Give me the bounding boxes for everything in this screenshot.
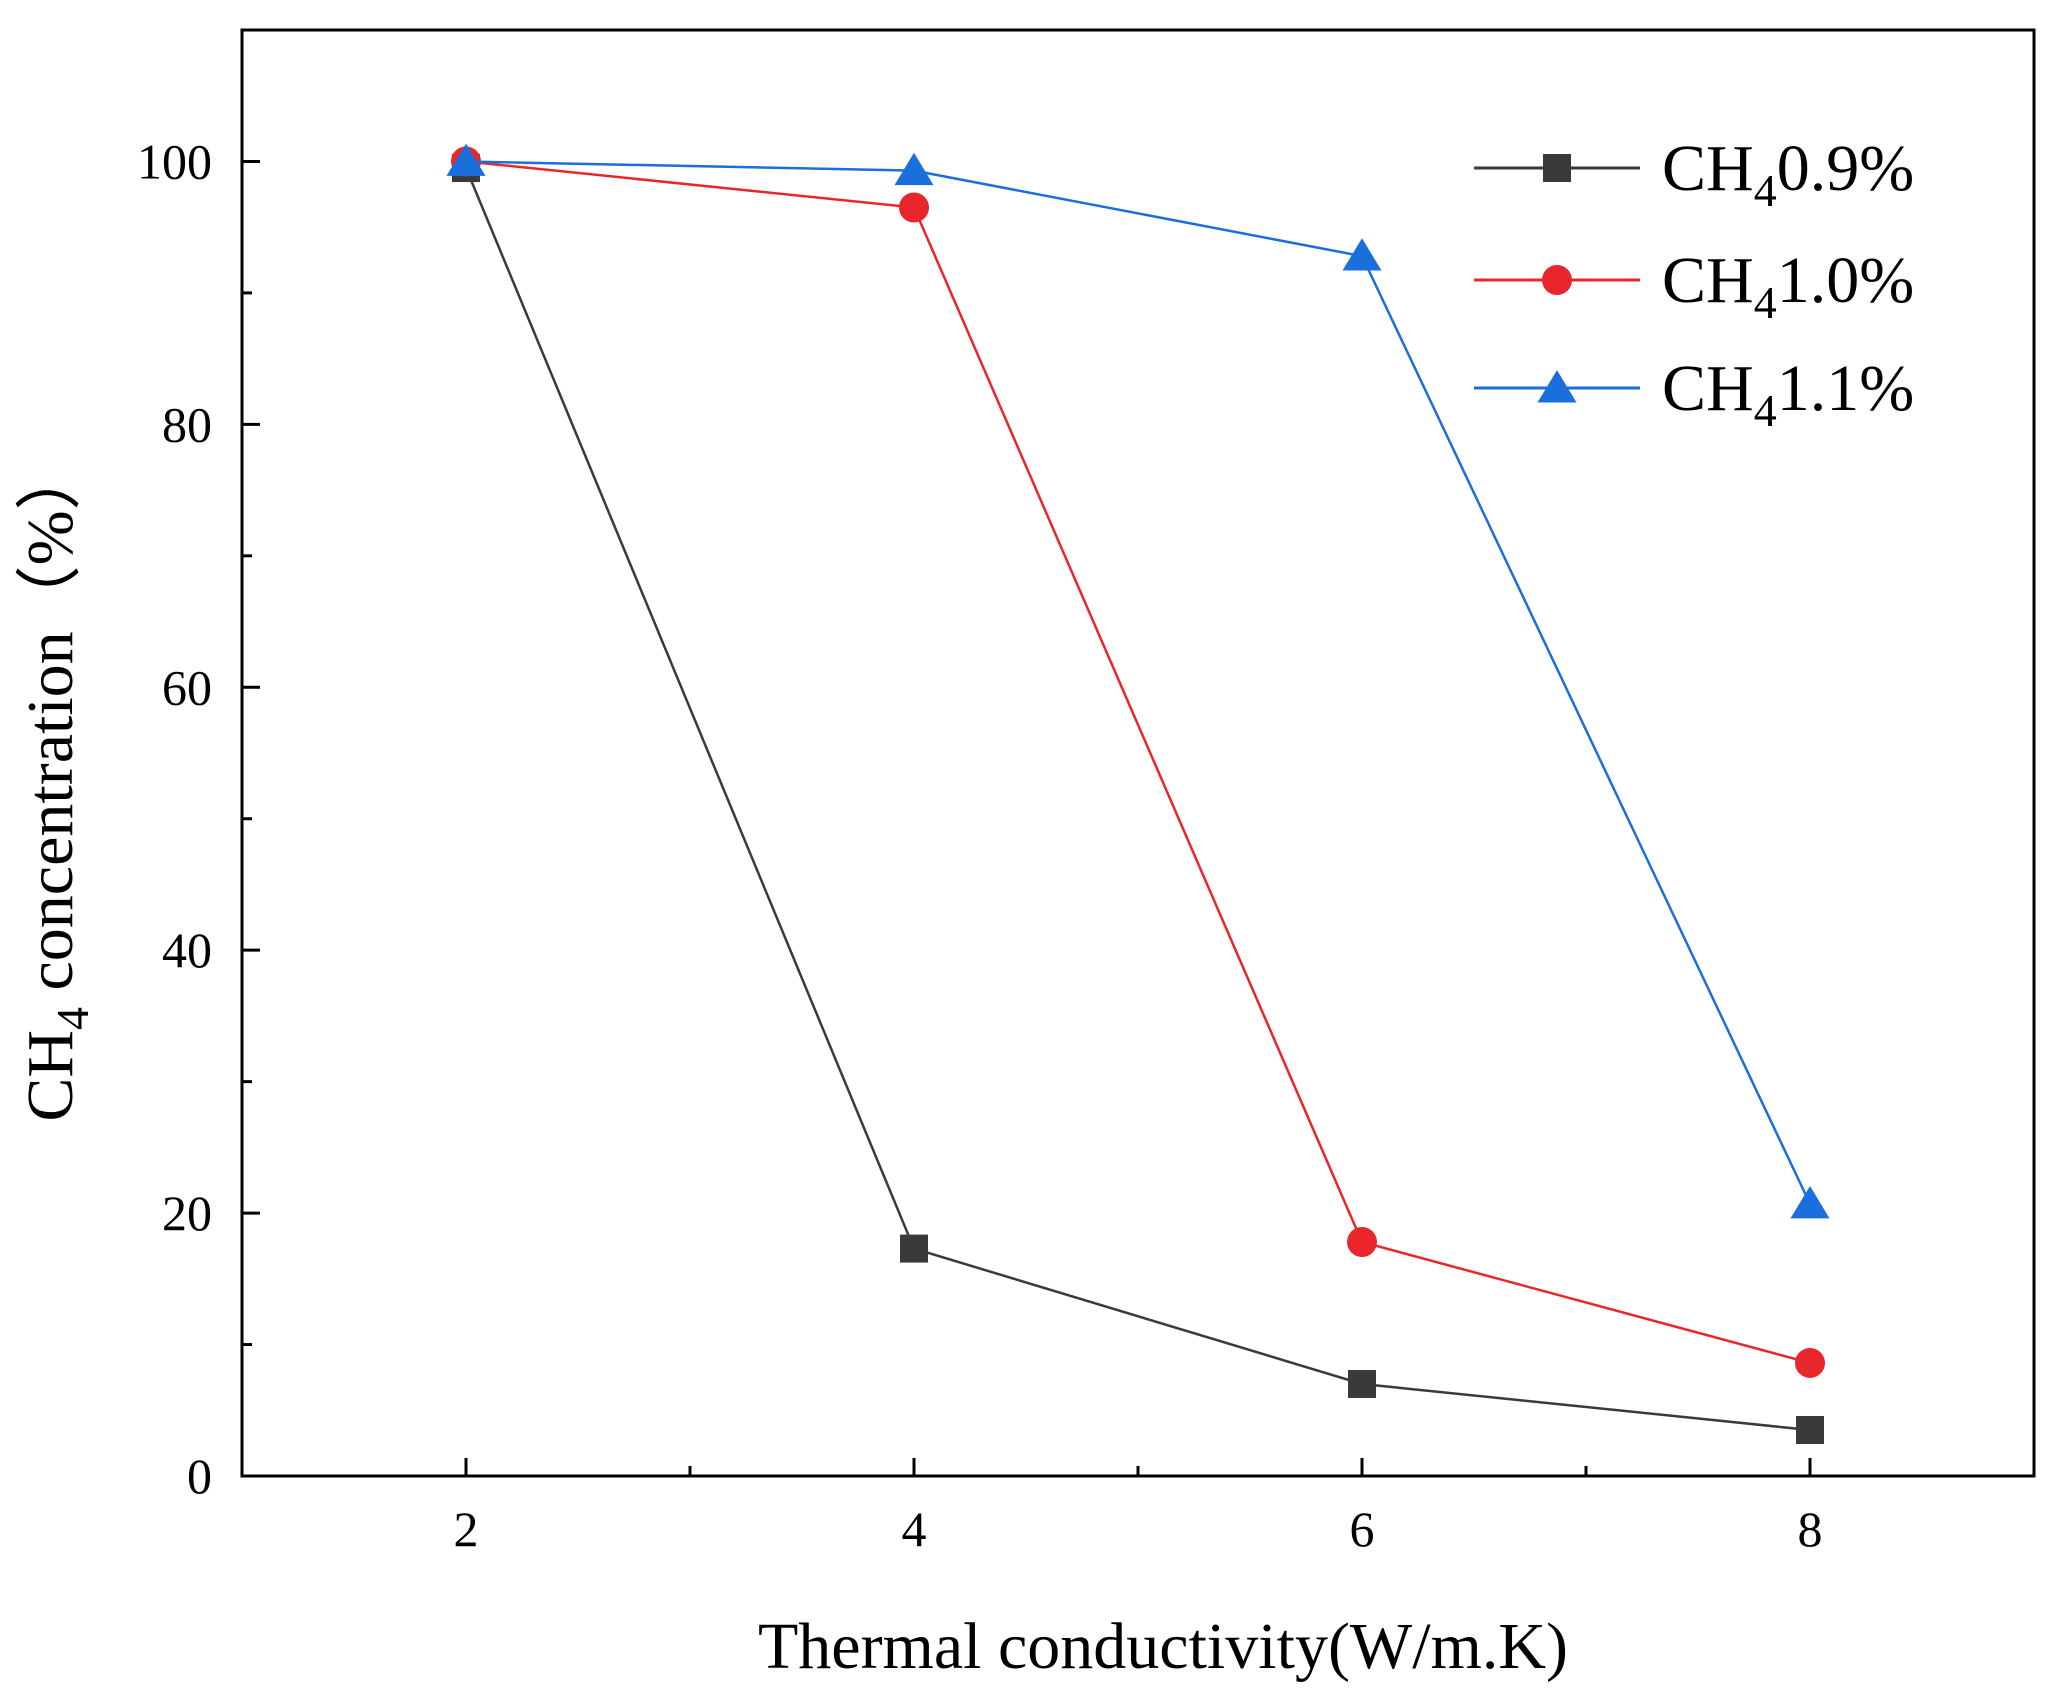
legend-marker bbox=[1537, 370, 1577, 403]
legend-marker bbox=[1542, 265, 1572, 295]
y-tick-label: 40 bbox=[162, 922, 212, 978]
y-axis-title-prefix: CH bbox=[14, 1030, 87, 1122]
legend-item: CH40.9% bbox=[1474, 132, 1914, 216]
series-line bbox=[465, 160, 1811, 1365]
legend-label-prefix: CH bbox=[1662, 244, 1754, 317]
x-tick-label: 2 bbox=[454, 1501, 479, 1557]
legend-label: CH41.0% bbox=[1662, 244, 1914, 328]
y-tick-label: 80 bbox=[162, 396, 212, 452]
legend: CH40.9%CH41.0%CH41.1% bbox=[1474, 132, 1914, 436]
data-point bbox=[1790, 1186, 1830, 1219]
legend-label: CH40.9% bbox=[1662, 132, 1914, 216]
data-point bbox=[1348, 1369, 1376, 1398]
legend-label: CH41.1% bbox=[1662, 352, 1914, 436]
series-2 bbox=[446, 143, 1830, 1219]
data-point bbox=[899, 192, 929, 223]
legend-label-suffix: 1.1% bbox=[1777, 352, 1914, 425]
data-point bbox=[1347, 1227, 1377, 1258]
plot-frame bbox=[240, 28, 2036, 1478]
legend-label-subscript: 4 bbox=[1754, 277, 1777, 328]
legend-label-subscript: 4 bbox=[1754, 165, 1777, 216]
data-point bbox=[1795, 1347, 1825, 1378]
series-line bbox=[464, 167, 1811, 1432]
y-tick-label: 100 bbox=[137, 133, 212, 189]
legend-marker bbox=[1543, 154, 1571, 182]
y-axis-title-subscript: 4 bbox=[47, 1007, 98, 1030]
legend-item: CH41.1% bbox=[1474, 352, 1914, 436]
series-1 bbox=[451, 146, 1825, 1378]
y-axis-title: CH4 concentration（%） bbox=[14, 444, 98, 1121]
y-tick-label: 0 bbox=[187, 1448, 212, 1504]
legend-label-prefix: CH bbox=[1662, 132, 1754, 205]
x-axis-title: Thermal conductivity(W/m.K) bbox=[758, 1610, 1568, 1683]
series-layer bbox=[446, 143, 1830, 1444]
legend-label-prefix: CH bbox=[1662, 352, 1754, 425]
y-tick-label: 20 bbox=[162, 1185, 212, 1241]
x-tick-label: 8 bbox=[1798, 1501, 1823, 1557]
data-point bbox=[894, 152, 934, 186]
data-point bbox=[1342, 238, 1382, 271]
data-point bbox=[1796, 1415, 1824, 1444]
legend-item: CH41.0% bbox=[1474, 244, 1914, 328]
y-tick-label: 60 bbox=[162, 659, 212, 715]
x-tick-label: 4 bbox=[902, 1501, 927, 1557]
legend-label-suffix: 0.9% bbox=[1777, 132, 1914, 205]
data-point bbox=[446, 143, 486, 176]
data-point bbox=[900, 1234, 928, 1263]
x-tick-label: 6 bbox=[1350, 1501, 1375, 1557]
legend-label-subscript: 4 bbox=[1754, 385, 1777, 436]
y-axis-title-suffix: concentration（%） bbox=[14, 444, 87, 1007]
legend-label-suffix: 1.0% bbox=[1777, 244, 1914, 317]
series-line bbox=[465, 160, 1812, 1205]
